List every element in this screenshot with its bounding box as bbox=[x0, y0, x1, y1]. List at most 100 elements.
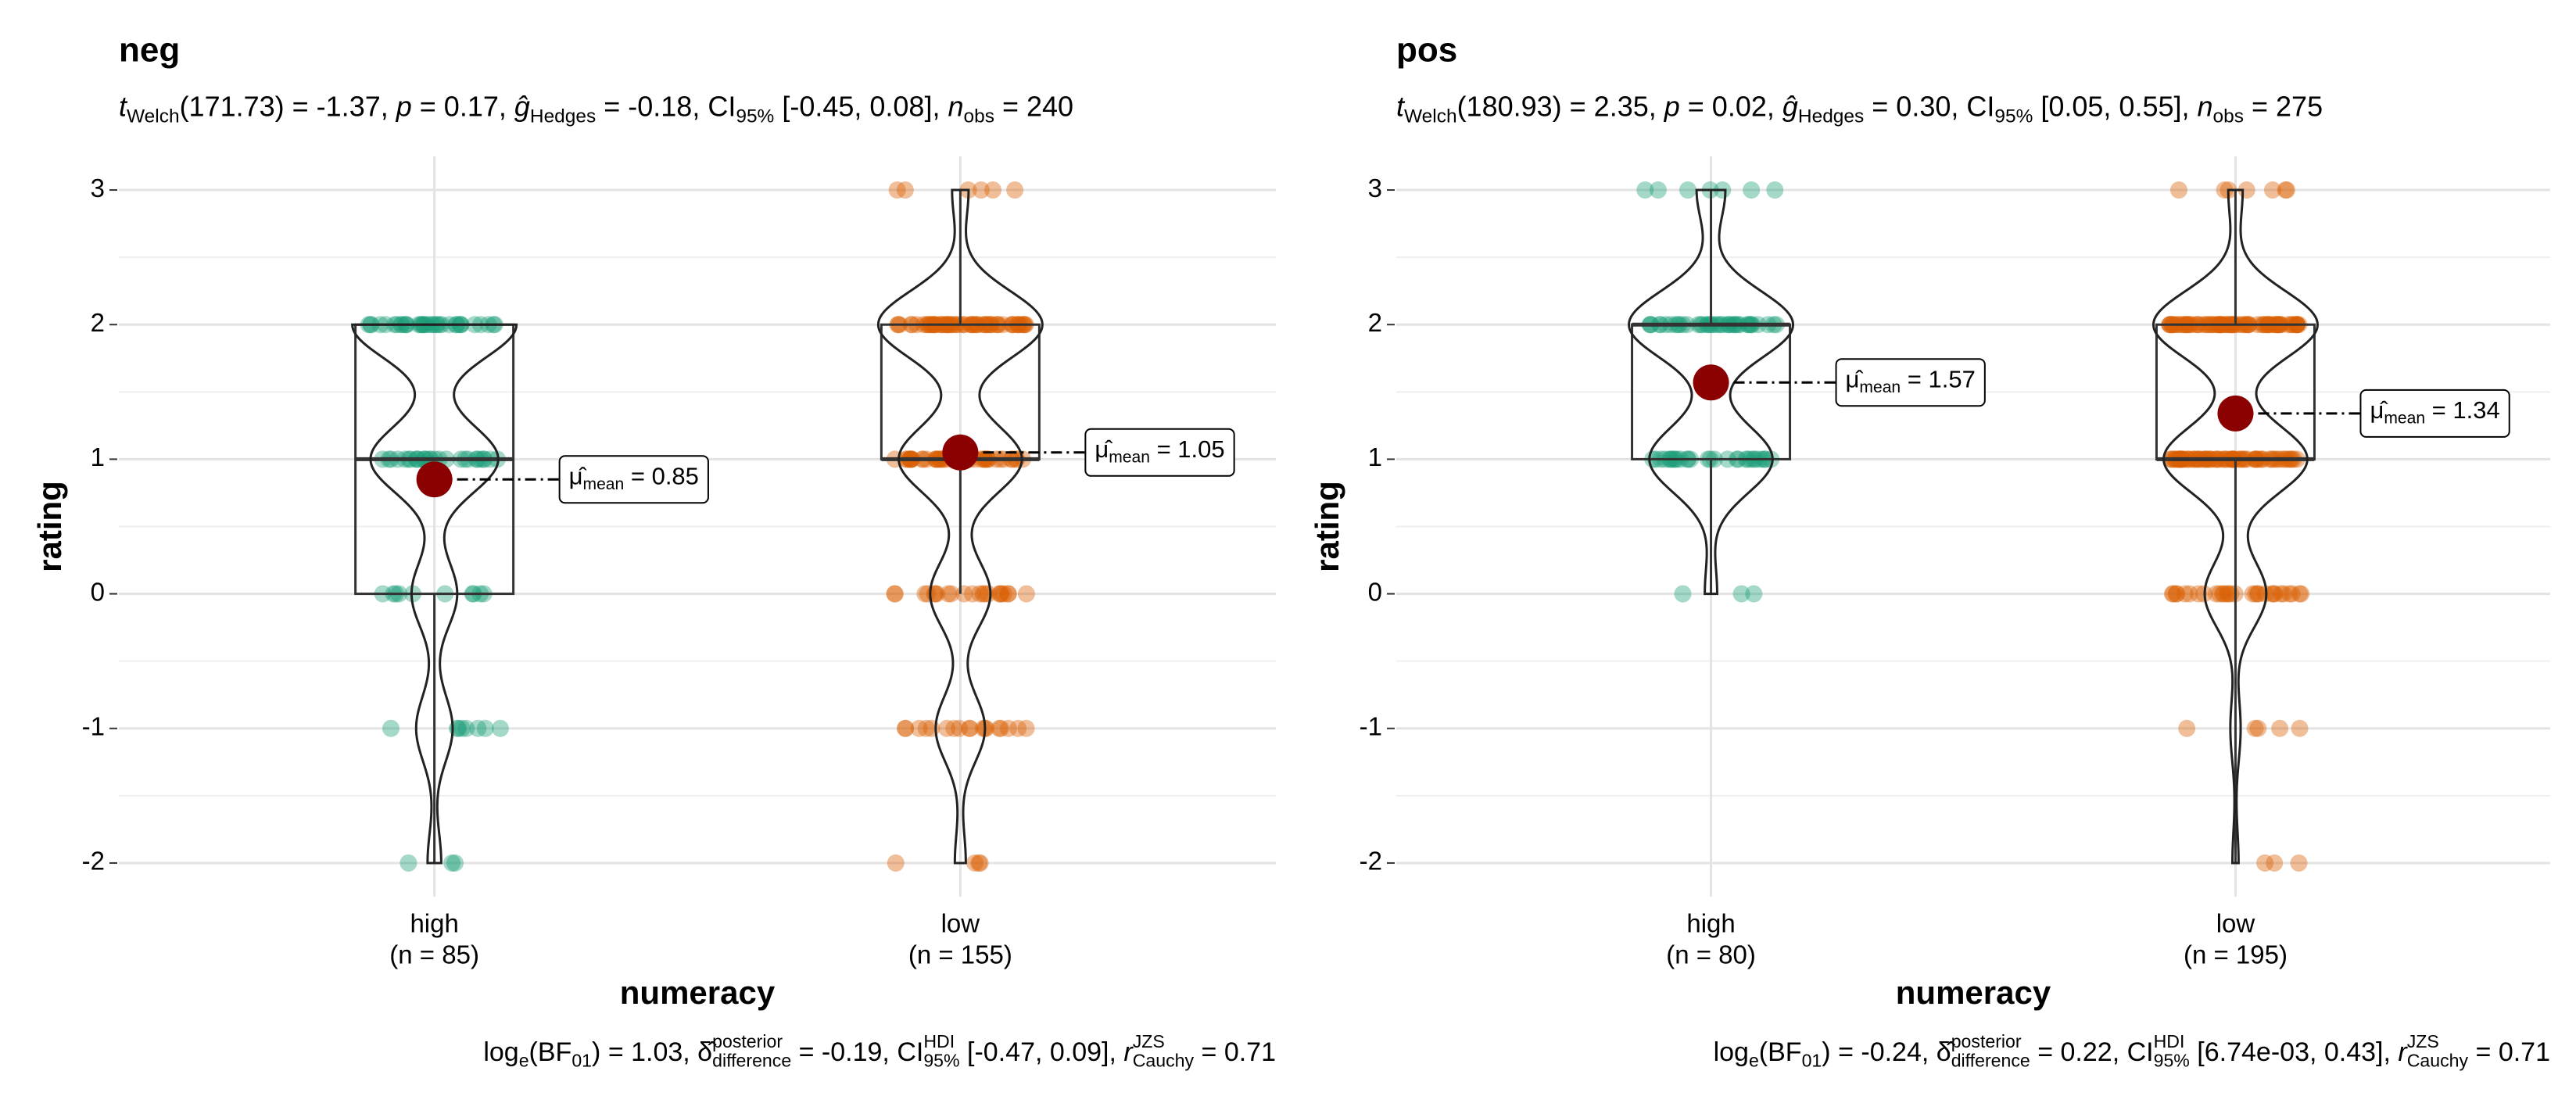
data-point bbox=[1017, 719, 1035, 737]
data-point bbox=[896, 181, 914, 199]
chart-caption-part: difference bbox=[1951, 1050, 2030, 1070]
chart-subtitle-part: ĝ bbox=[1782, 91, 1798, 123]
data-point bbox=[991, 719, 1009, 737]
data-point bbox=[2291, 585, 2309, 603]
chart-subtitle-part: Welch bbox=[1404, 106, 1457, 127]
data-point bbox=[939, 585, 957, 603]
y-tick-label: 1 bbox=[91, 442, 105, 471]
data-point bbox=[887, 854, 905, 872]
chart-caption-part: [-0.47, 0.09], bbox=[960, 1037, 1124, 1067]
data-point bbox=[897, 719, 915, 737]
data-point bbox=[382, 719, 399, 737]
data-point bbox=[1636, 181, 1654, 199]
data-point bbox=[457, 719, 475, 737]
data-point bbox=[399, 854, 417, 872]
data-point bbox=[961, 719, 979, 737]
chart-subtitle-part: p bbox=[1664, 91, 1680, 123]
chart-caption: log e (BF 01) = -0.24, δ̂ posteriordifferenc… bbox=[1714, 1031, 2550, 1070]
chart-subtitle-part: = 0.02, bbox=[1680, 91, 1782, 123]
chart-caption-part: = 0.71 bbox=[2468, 1037, 2550, 1067]
data-point bbox=[2163, 585, 2181, 603]
chart-caption-part: e bbox=[519, 1050, 529, 1070]
chart-caption-part: r bbox=[2398, 1037, 2408, 1067]
data-point bbox=[2176, 585, 2194, 603]
data-point bbox=[2271, 719, 2289, 737]
chart-caption-part: log bbox=[1714, 1037, 1749, 1067]
y-tick-label: 0 bbox=[1368, 577, 1382, 606]
data-point bbox=[2290, 854, 2308, 872]
data-point bbox=[2277, 181, 2295, 199]
mean-label-text-part: mean bbox=[2384, 410, 2425, 428]
chart-subtitle-part: obs bbox=[2213, 106, 2244, 127]
data-point bbox=[1766, 181, 1784, 199]
chart-caption-part: log bbox=[483, 1037, 518, 1067]
data-point bbox=[966, 854, 983, 872]
mean-point bbox=[1693, 364, 1729, 401]
mean-label-text: μ̂ mean = 1.05 bbox=[1095, 435, 1224, 467]
data-point bbox=[970, 854, 988, 872]
x-tick-sublabel: (n = 80) bbox=[1666, 940, 1756, 969]
x-tick-sublabel: (n = 155) bbox=[908, 940, 1012, 969]
mean-label-box bbox=[1835, 358, 1986, 407]
chart-subtitle-part: (171.73) = -1.37, bbox=[180, 91, 396, 123]
data-point bbox=[974, 585, 992, 603]
chart-subtitle-part: Welch bbox=[127, 106, 180, 127]
chart-caption-part: = 0.71 bbox=[1194, 1037, 1276, 1067]
data-point bbox=[2274, 585, 2292, 603]
mean-label-text-part: mean bbox=[1109, 449, 1150, 467]
data-point bbox=[888, 181, 906, 199]
chart-subtitle-part: t bbox=[119, 91, 128, 123]
y-tick-label: -2 bbox=[1360, 847, 1382, 876]
mean-label-box bbox=[2359, 389, 2510, 438]
x-tick-sublabel: (n = 195) bbox=[2184, 940, 2288, 969]
data-point bbox=[999, 719, 1017, 737]
data-point bbox=[476, 719, 494, 737]
mean-label: μ̂ mean = 1.57 bbox=[1835, 358, 1986, 407]
x-tick-label: high bbox=[410, 909, 458, 938]
data-point bbox=[1679, 181, 1696, 199]
chart-caption-part: (BF bbox=[1759, 1037, 1802, 1067]
data-point bbox=[897, 719, 915, 737]
mean-label: μ̂ mean = 1.05 bbox=[1084, 428, 1235, 477]
chart-subtitle-part: p bbox=[396, 91, 412, 123]
data-point bbox=[955, 585, 973, 603]
data-point bbox=[972, 181, 990, 199]
data-point bbox=[2291, 719, 2309, 737]
data-point bbox=[2292, 585, 2310, 603]
chart-subtitle-part: 95% bbox=[736, 106, 774, 127]
data-point bbox=[2283, 585, 2301, 603]
data-point bbox=[1009, 719, 1027, 737]
x-axis-title: numeracy bbox=[620, 974, 776, 1011]
y-tick-label: 1 bbox=[1368, 442, 1382, 471]
x-tick-label: low bbox=[941, 909, 980, 938]
data-point bbox=[991, 585, 1009, 603]
chart-subtitle-part: = 0.30, CI bbox=[1864, 91, 1994, 123]
data-point bbox=[992, 585, 1010, 603]
chart-subtitle-part: [0.05, 0.55], bbox=[2033, 91, 2197, 123]
chart-caption-part: 95% bbox=[923, 1050, 959, 1070]
mean-point bbox=[942, 434, 979, 471]
x-axis-title: numeracy bbox=[1896, 974, 2051, 1011]
data-point bbox=[928, 585, 946, 603]
x-tick-label: low bbox=[2216, 909, 2255, 938]
data-point bbox=[2214, 585, 2232, 603]
mean-label-text-part: = 1.57 bbox=[1901, 365, 1976, 392]
violin bbox=[1628, 188, 1795, 596]
chart-caption-part: HDI bbox=[923, 1031, 955, 1051]
chart-subtitle-part: t bbox=[1396, 91, 1406, 123]
data-point bbox=[2277, 181, 2295, 199]
chart-subtitle: t Welch (180.93) = 2.35, p = 0.02, ĝ Hedges… bbox=[1396, 91, 2323, 127]
data-point bbox=[2168, 585, 2186, 603]
chart-caption-part: JZS bbox=[2407, 1031, 2439, 1051]
data-point bbox=[2249, 585, 2267, 603]
data-point bbox=[2164, 585, 2182, 603]
data-point bbox=[1006, 181, 1024, 199]
data-point bbox=[951, 719, 969, 737]
chart-caption-part: Cauchy bbox=[2407, 1050, 2469, 1070]
y-tick-label: -1 bbox=[82, 711, 105, 740]
chart-caption-part: ) = -0.24, δ̂ bbox=[1822, 1037, 1955, 1067]
data-point bbox=[450, 719, 468, 737]
data-point bbox=[2215, 585, 2233, 603]
violin bbox=[350, 323, 518, 865]
data-point bbox=[2249, 719, 2267, 737]
